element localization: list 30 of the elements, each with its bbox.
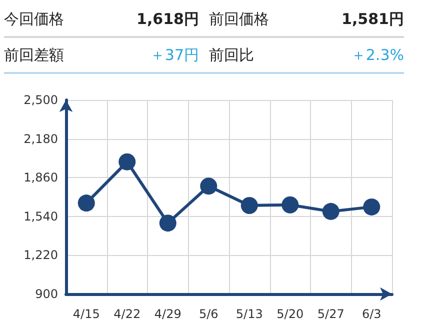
y-tick-label: 2,500 bbox=[24, 93, 58, 107]
y-tick-label: 1,860 bbox=[24, 170, 58, 185]
text: 1,581円 bbox=[340, 10, 404, 28]
x-tick-label: 5/13 bbox=[236, 307, 263, 321]
y-tick-label: 2,180 bbox=[24, 132, 58, 146]
text: 前回差額 bbox=[4, 46, 65, 64]
point bbox=[118, 153, 136, 170]
point bbox=[322, 202, 340, 220]
text: 900 bbox=[35, 287, 58, 301]
text: 今回価格 bbox=[4, 10, 65, 28]
point bbox=[78, 194, 95, 212]
x-tick-label: 4/15 bbox=[72, 307, 100, 321]
point bbox=[200, 178, 218, 195]
point bbox=[282, 196, 299, 214]
text: ＋37円 bbox=[148, 46, 200, 64]
x-tick-label: 6/3 bbox=[362, 307, 382, 321]
point bbox=[363, 198, 380, 216]
y-tick-label: 1,540 bbox=[24, 209, 58, 224]
x-tick-label: 5/6 bbox=[198, 307, 218, 321]
text: 前回比 bbox=[209, 46, 255, 64]
text: ＋2.3% bbox=[350, 46, 404, 64]
x-tick-label: 5/20 bbox=[276, 307, 304, 321]
x-tick-label: 4/29 bbox=[154, 307, 182, 321]
x-tick-label: 4/22 bbox=[114, 307, 141, 321]
point bbox=[159, 214, 176, 232]
text: 1,618円 bbox=[136, 10, 200, 28]
x-tick-label: 5/27 bbox=[317, 307, 344, 321]
point bbox=[240, 196, 258, 214]
text: 前回価格 bbox=[209, 10, 270, 28]
y-tick-label: 1,220 bbox=[24, 248, 58, 262]
